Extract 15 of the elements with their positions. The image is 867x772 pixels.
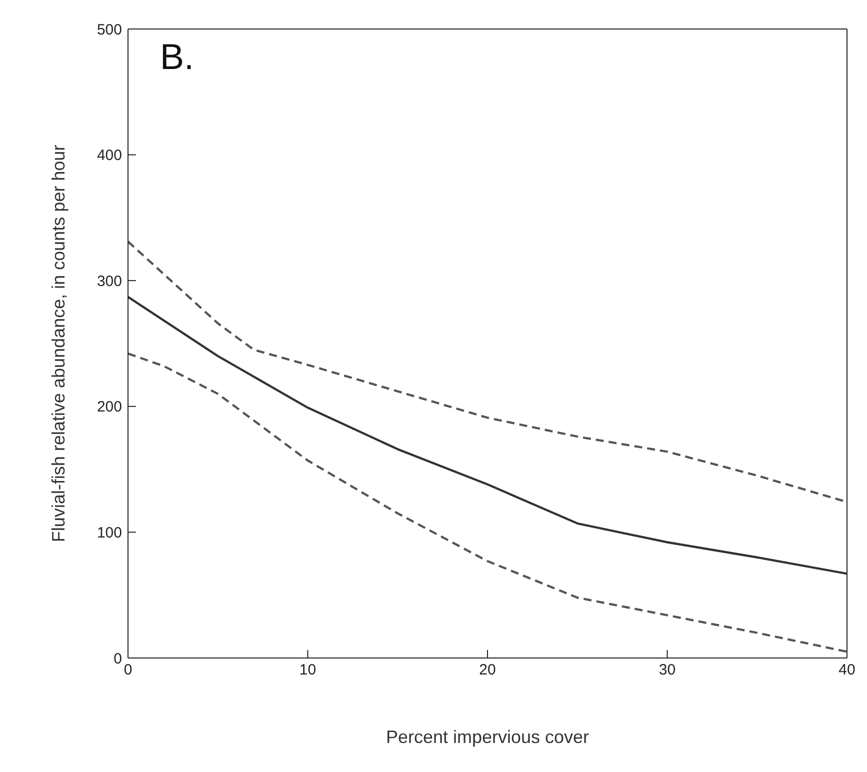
- y-axis-title: Fluvial-fish relative abundance, in counts per hour: [48, 144, 68, 542]
- line-series: [128, 296, 847, 575]
- y-tick-label: 300: [96, 272, 122, 290]
- line-series: [128, 352, 847, 653]
- y-tick-label: 500: [96, 21, 122, 38]
- x-tick-label: 10: [299, 662, 316, 679]
- x-tick-label: 40: [838, 662, 856, 679]
- y-tick-label: 200: [96, 398, 122, 416]
- x-axis-title: Percent impervious cover: [386, 727, 590, 747]
- x-tick-label: 30: [658, 662, 676, 679]
- y-tick-label: 400: [96, 147, 122, 164]
- y-tick-label: 100: [96, 524, 122, 542]
- x-tick-label: 20: [479, 662, 496, 679]
- y-tick-label: 0: [114, 650, 122, 668]
- annotation: B.: [160, 36, 194, 78]
